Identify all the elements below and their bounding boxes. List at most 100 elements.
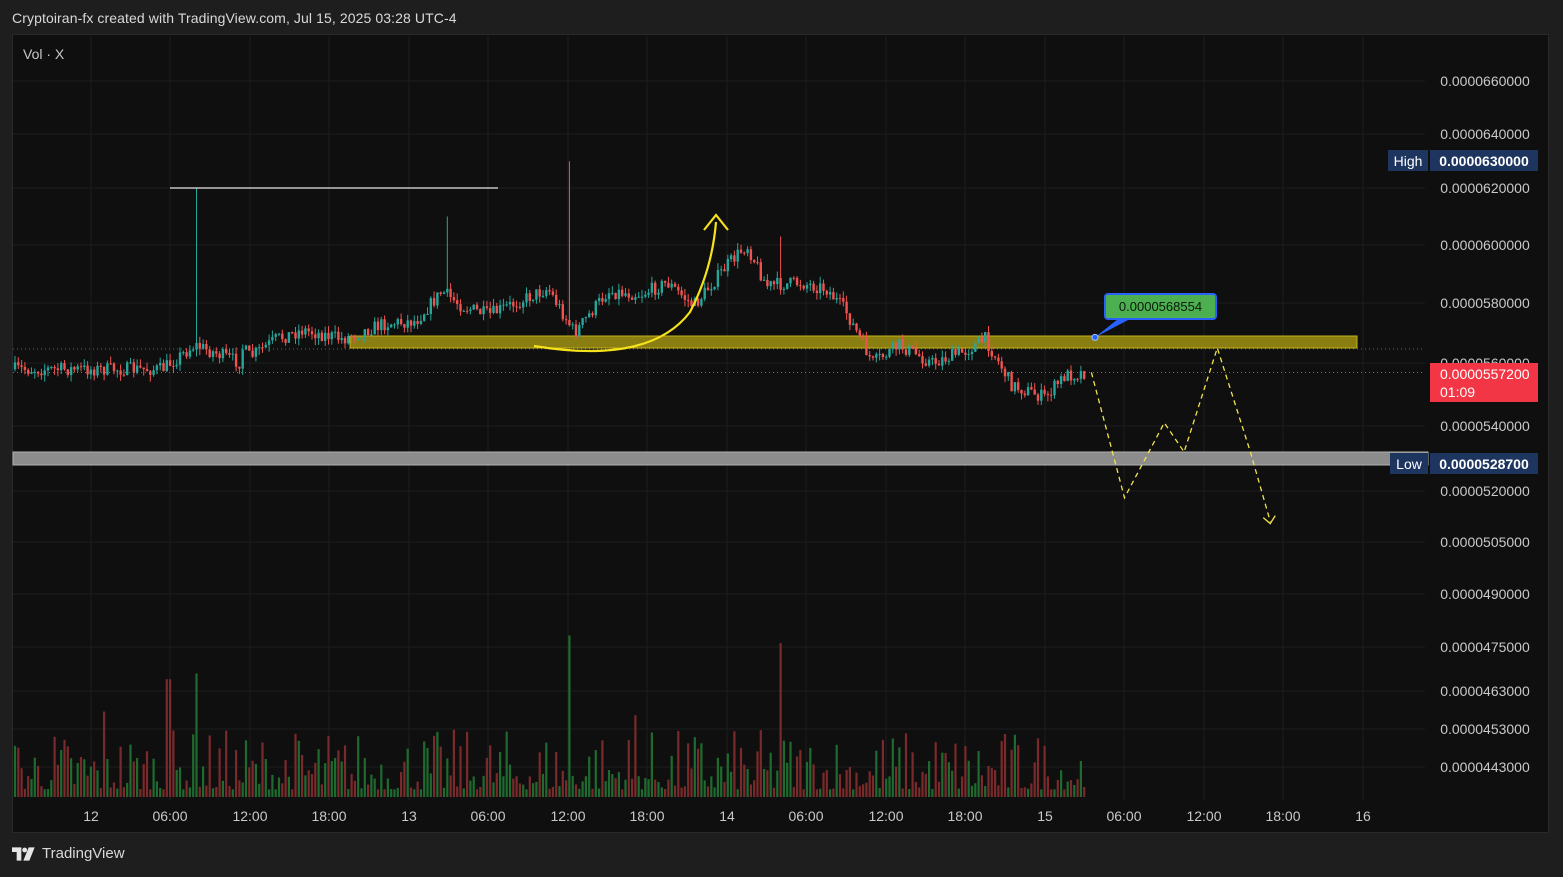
candle — [786, 283, 789, 290]
price-axis: 0.0000660000 0.0000640000 0.0000620000 0.00… — [1388, 73, 1538, 775]
candle-body — [852, 323, 855, 325]
x-axis-tick-label: 14 — [719, 808, 735, 824]
candle-body — [944, 357, 947, 362]
volume-bar — [60, 750, 63, 797]
candle — [683, 288, 687, 307]
candle-body — [63, 363, 66, 370]
volume-bar — [53, 736, 56, 797]
candle-body — [1017, 382, 1020, 390]
candle-body — [1073, 378, 1076, 381]
candle-body — [96, 365, 99, 376]
candle — [660, 279, 663, 296]
candle-body — [822, 283, 825, 291]
volume-bar — [588, 756, 591, 797]
candle-body — [710, 289, 713, 291]
candle — [357, 337, 360, 342]
volume-bar — [390, 789, 393, 797]
volume-legend-label[interactable]: Vol · X — [23, 46, 65, 62]
volume-bar — [723, 782, 726, 797]
x-axis-tick-label: 15 — [1037, 808, 1053, 824]
candle — [766, 274, 769, 290]
volume-bar — [99, 788, 102, 797]
volume-bar — [555, 752, 558, 797]
volume-bar — [142, 764, 145, 797]
candle — [248, 345, 251, 351]
candle — [20, 359, 23, 373]
volume-bar — [604, 781, 607, 797]
candle-body — [607, 293, 611, 300]
resistance-zone — [349, 335, 1358, 349]
candle-body — [284, 339, 287, 343]
candle-body — [386, 327, 390, 331]
candle-body — [924, 363, 927, 366]
candle-body — [228, 352, 231, 355]
candle — [677, 283, 680, 295]
candle-body — [135, 365, 139, 373]
candle-body — [56, 368, 60, 371]
candle-body — [782, 288, 786, 290]
candle — [423, 313, 426, 322]
x-axis-tick-label: 18:00 — [311, 808, 346, 824]
volume-bar — [122, 787, 125, 797]
candle-body — [291, 332, 294, 334]
candle — [617, 283, 621, 306]
candle-body — [918, 354, 921, 357]
candle — [944, 351, 947, 365]
candle — [106, 360, 109, 376]
volume-bar — [96, 770, 99, 797]
candle — [152, 365, 155, 377]
volume-bar — [627, 740, 630, 797]
candle-body — [172, 365, 175, 367]
candle — [970, 349, 974, 361]
candle-body — [294, 332, 297, 339]
footer-brand[interactable]: TradingView — [12, 845, 125, 862]
candle-body — [310, 331, 314, 335]
candle — [409, 319, 413, 333]
candle — [885, 354, 888, 360]
candle — [558, 299, 561, 309]
support-zone — [12, 451, 1429, 466]
volume-bar — [423, 741, 426, 797]
drawing-overlays: 0.0000568554 — [170, 187, 1276, 525]
candle — [416, 315, 419, 330]
candle — [439, 291, 442, 297]
candle — [627, 288, 630, 302]
candle-body — [654, 282, 657, 295]
candle-body — [673, 283, 677, 287]
candle-body — [743, 252, 746, 254]
candle — [637, 292, 640, 298]
candle-body — [383, 319, 386, 331]
candle-body — [901, 339, 904, 350]
candle — [842, 291, 845, 307]
candle-body — [835, 297, 838, 300]
candle-body — [307, 328, 310, 332]
volume-bar — [914, 781, 917, 797]
candle-body — [819, 283, 822, 294]
candle-body — [416, 321, 419, 324]
candle — [776, 271, 779, 290]
candle-body — [492, 305, 495, 313]
candle — [858, 328, 861, 339]
candle-body — [1023, 393, 1026, 396]
candle — [218, 351, 221, 364]
candle — [340, 331, 343, 344]
candle-body — [894, 342, 898, 350]
candle-body — [663, 280, 667, 283]
volume-bar — [538, 752, 541, 797]
candle — [109, 356, 112, 365]
candle-body — [746, 249, 749, 254]
candle — [489, 301, 492, 319]
volume-bar — [944, 752, 947, 797]
candle — [353, 334, 357, 344]
candle — [802, 284, 805, 291]
candle — [459, 299, 462, 316]
volume-bar — [40, 786, 43, 797]
candle — [56, 363, 60, 377]
candle — [1033, 383, 1036, 395]
candle-body — [769, 281, 772, 287]
candle-body — [1000, 361, 1003, 369]
volume-bar — [792, 787, 795, 797]
volume-bar — [426, 747, 429, 797]
candle — [700, 297, 703, 308]
